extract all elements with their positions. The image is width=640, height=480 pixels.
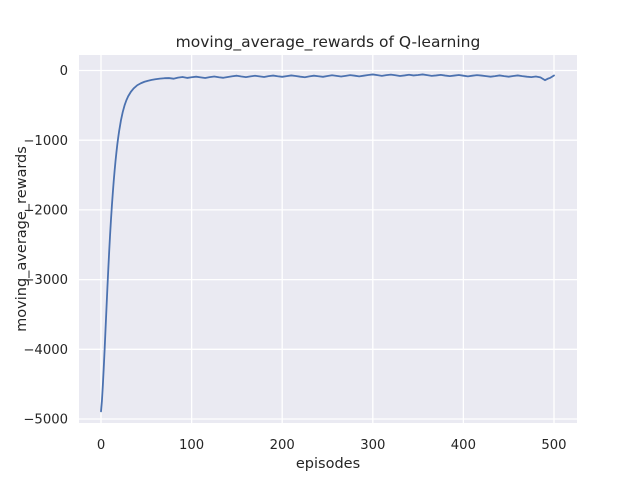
y-axis-label: moving_average_rewards: [14, 146, 30, 332]
x-tick-label: 500: [541, 438, 566, 453]
moving-average-rewards-line: [100, 73, 555, 413]
x-tick-label: 400: [451, 438, 476, 453]
gridlines: [79, 55, 577, 423]
plot-area: [79, 55, 577, 423]
x-tick-label: 0: [97, 438, 105, 453]
y-tick-label: −3000: [23, 273, 68, 288]
y-tick-label: −1000: [23, 134, 68, 149]
x-axis-ticks: 0 100 200 300 400 500: [97, 438, 567, 453]
x-axis-label: episodes: [296, 456, 360, 472]
x-tick-label: 100: [179, 438, 204, 453]
x-tick-label: 200: [270, 438, 295, 453]
y-tick-label: −2000: [23, 203, 68, 218]
chart-title: moving_average_rewards of Q-learning: [176, 33, 481, 52]
y-tick-label: 0: [60, 64, 68, 79]
x-tick-label: 300: [360, 438, 385, 453]
y-tick-label: −4000: [23, 343, 68, 358]
y-tick-label: −5000: [23, 413, 68, 428]
y-axis-ticks: 0 −1000 −2000 −3000 −4000 −5000: [23, 64, 68, 428]
